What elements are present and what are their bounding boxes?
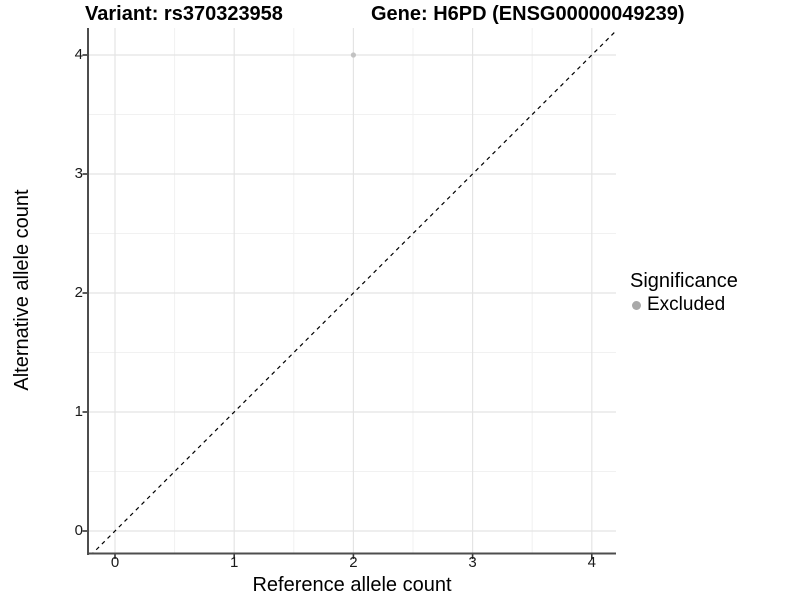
y-tick-label: 4 — [74, 46, 83, 63]
y-axis-title: Alternative allele count — [11, 189, 33, 391]
plot-title-gene: Gene: H6PD (ENSG00000049239) — [371, 3, 685, 25]
x-tick-label: 0 — [110, 554, 120, 571]
y-tick-label: 2 — [74, 284, 83, 301]
y-tick-label: 3 — [74, 165, 83, 182]
y-tick-label: 0 — [74, 522, 83, 539]
plot-title-variant: Variant: rs370323958 — [85, 3, 283, 25]
legend-title: Significance — [630, 270, 738, 292]
legend-key-dot-icon — [632, 300, 641, 310]
x-axis-title: Reference allele count — [252, 574, 452, 596]
x-tick-label: 3 — [468, 554, 477, 571]
panel-area — [89, 28, 616, 553]
legend-item-label: Excluded — [647, 294, 726, 315]
legend: Significance Excluded — [630, 269, 800, 316]
x-tick-label: 4 — [587, 554, 596, 571]
y-tick-label: 1 — [74, 403, 83, 420]
x-tick-label: 2 — [349, 554, 358, 571]
legend-item-excluded: Excluded — [630, 294, 800, 316]
identity-reference-line — [92, 29, 616, 553]
data-point-excluded — [350, 52, 356, 58]
x-tick-label: 1 — [230, 554, 239, 571]
